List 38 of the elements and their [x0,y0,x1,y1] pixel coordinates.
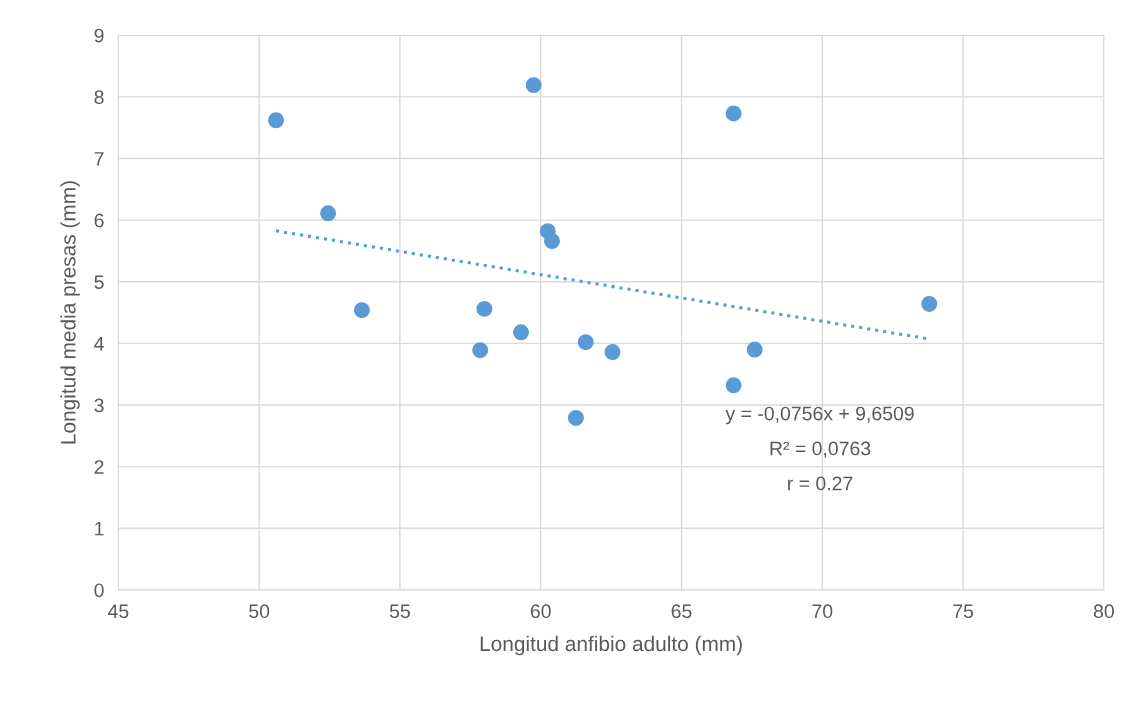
annotation: R² = 0,0763 [770,441,871,458]
point [268,112,285,129]
point [525,77,542,94]
x-tick-label: 50 [249,604,270,619]
annotation: y = -0,0756x + 9,6509 [725,406,914,425]
y-tick-label: 8 [94,90,104,105]
x-tick-label: 55 [389,604,410,619]
x-tick-label: 80 [1093,604,1114,619]
point [921,295,938,312]
x-axis-title: Longitud anfibio adulto (mm) [480,635,742,656]
point [725,105,742,122]
y-tick-label: 0 [94,583,104,598]
y-tick-label: 6 [94,213,104,228]
point [476,300,493,317]
x-tick-label: 65 [671,604,692,619]
y-axis-title: Longitud media presas (mm) [60,181,80,444]
point [513,324,529,341]
point [604,344,621,361]
y-tick-label: 9 [94,28,104,43]
y-tick-label: 1 [95,521,104,536]
x-tick-label: 45 [107,604,129,619]
point [353,302,370,319]
point [543,233,560,250]
point [320,205,337,222]
point [567,410,584,426]
x-tick-label: 70 [812,604,833,619]
x-tick-label: 75 [953,604,974,619]
point [746,341,763,358]
x-tick-label: 60 [530,604,551,619]
point [725,377,742,394]
annotation: r = 0.27 [788,476,853,491]
y-tick-label: 7 [94,152,104,166]
y-tick-label: 5 [94,275,104,289]
y-tick-label: 4 [94,337,104,351]
point [577,334,594,351]
y-tick-label: 2 [94,460,104,474]
point [472,342,489,359]
y-tick-label: 3 [94,398,104,413]
